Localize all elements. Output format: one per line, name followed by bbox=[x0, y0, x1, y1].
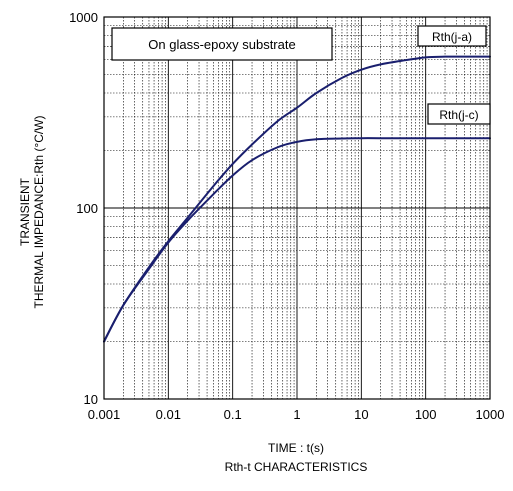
x-tick-label: 1 bbox=[293, 407, 300, 422]
x-tick-label: 100 bbox=[415, 407, 437, 422]
x-tick-label: 0.001 bbox=[88, 407, 121, 422]
y-tick-label: 100 bbox=[76, 201, 98, 216]
y-axis-label-line-2: THERMAL IMPEDANCE:Rth (°C/W) bbox=[32, 115, 46, 308]
y-axis-label: TRANSIENT THERMAL IMPEDANCE:Rth (°C/W) bbox=[18, 115, 46, 308]
legend-label-rth-jc: Rth(j-c) bbox=[427, 103, 491, 125]
annotation-box: On glass-epoxy substrate bbox=[111, 27, 333, 61]
annotation-box-frame bbox=[111, 27, 333, 61]
x-tick-label: 1000 bbox=[476, 407, 505, 422]
y-axis-label-line-1: TRANSIENT bbox=[18, 177, 32, 246]
plot-frame bbox=[103, 16, 491, 400]
y-tick-label: 10 bbox=[84, 392, 98, 407]
x-axis-tick-labels: 0.001 0.01 0.1 1 10 100 1000 bbox=[88, 407, 505, 422]
chart-caption: Rth-t CHARACTERISTICS bbox=[225, 460, 368, 474]
x-axis-label: TIME : t(s) bbox=[268, 441, 324, 455]
legend-label-rth-jc-text: Rth(j-c) bbox=[439, 108, 478, 122]
y-axis-tick-labels: 10 100 1000 bbox=[69, 10, 98, 407]
legend-label-rth-jc-frame bbox=[427, 103, 491, 125]
series-lines bbox=[103, 55, 491, 343]
x-tick-label: 10 bbox=[354, 407, 368, 422]
annotation-text: On glass-epoxy substrate bbox=[148, 37, 295, 52]
x-tick-label: 0.1 bbox=[224, 407, 242, 422]
x-tick-label: 0.01 bbox=[156, 407, 181, 422]
legend-label-rth-ja: Rth(j-a) bbox=[417, 25, 487, 47]
y-tick-label: 1000 bbox=[69, 10, 98, 25]
series-line-rth-jc bbox=[103, 137, 491, 343]
legend-label-rth-ja-text: Rth(j-a) bbox=[432, 30, 472, 44]
legend-label-rth-ja-frame bbox=[417, 25, 487, 47]
